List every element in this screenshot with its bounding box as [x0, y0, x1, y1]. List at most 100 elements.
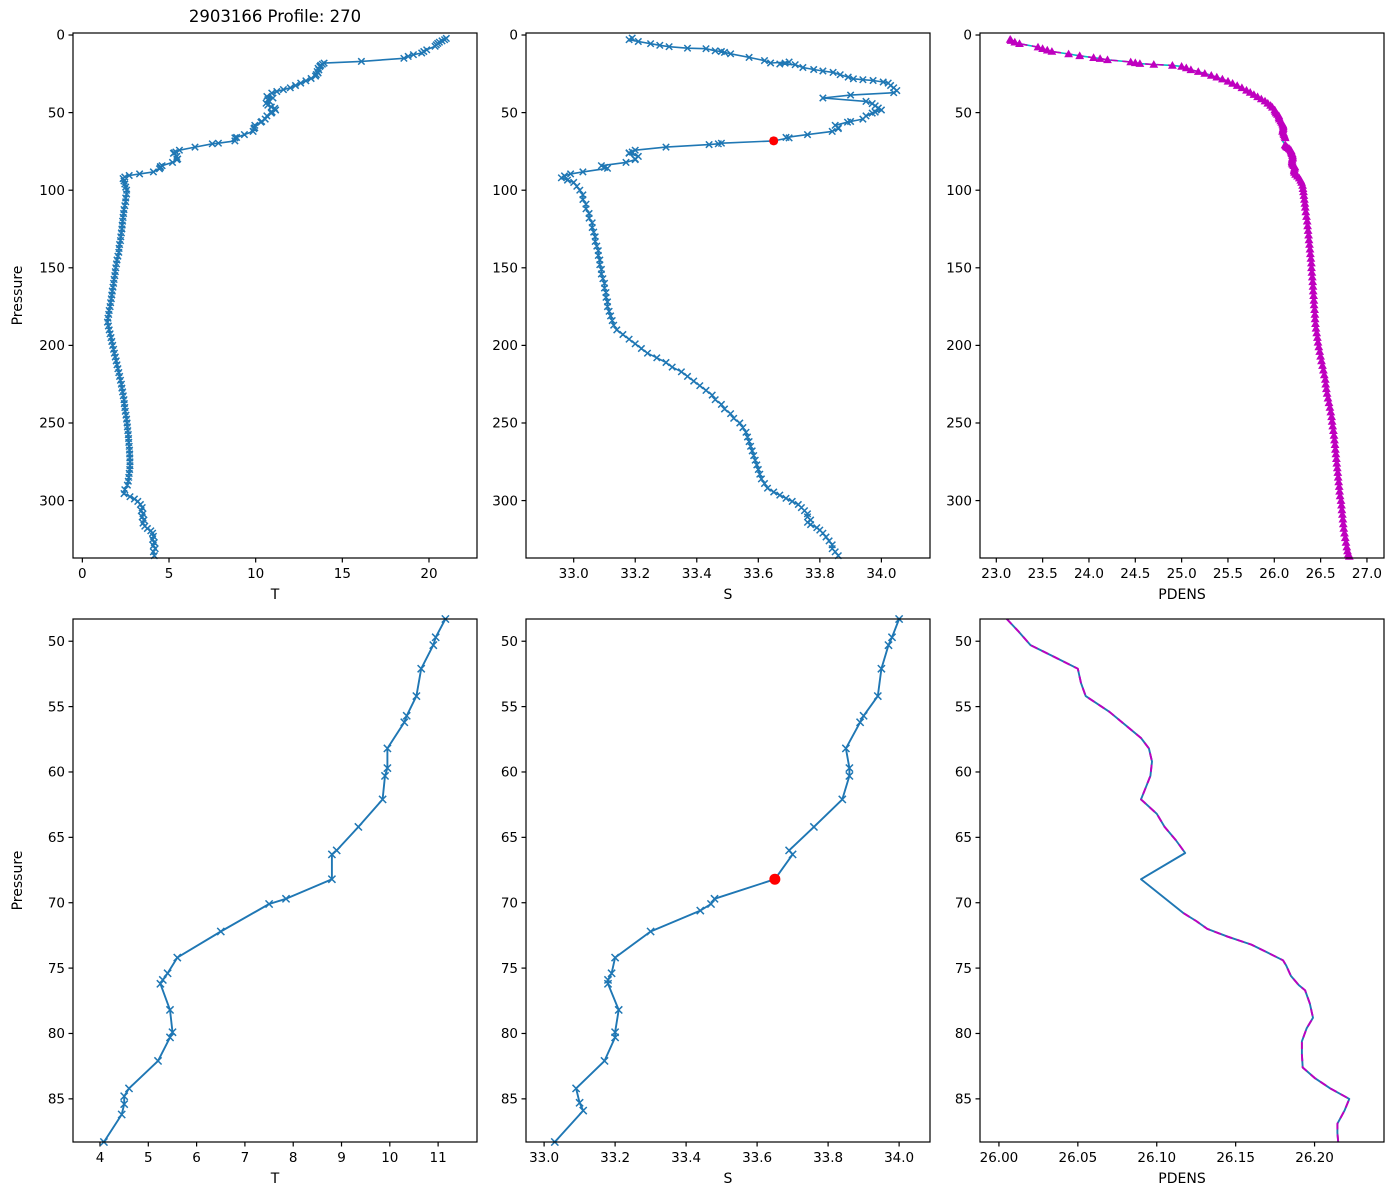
y-tick-label: 55 [955, 699, 972, 715]
y-tick-label: 100 [492, 183, 518, 199]
x-tick-label: 34.0 [866, 566, 896, 582]
x-tick-label: 27.0 [1352, 566, 1382, 582]
x-tick-label: 33.0 [559, 566, 589, 582]
x-tick-label: 26.00 [980, 1150, 1019, 1166]
subplot-salinity-full: 33.0 33.2 33.4 33.6 33.8 34.0 0 50 100 150 200 250 3… [492, 28, 931, 603]
figure-title: 2903166 Profile: 270 [188, 7, 362, 26]
y-tick-label: 65 [955, 830, 972, 846]
x-tick-label: 26.05 [1059, 1150, 1098, 1166]
temperature-profile-line [106, 37, 447, 556]
subplot-density-zoom: 26.00 26.05 26.10 26.15 26.20 50 55 60 65 70 75 80 8… [955, 618, 1385, 1187]
y-tick-label: 55 [48, 699, 65, 715]
subplot-temperature-zoom: 4 5 6 7 8 9 10 11 50 55 60 65 70 75 80 85 T Pressure [10, 614, 478, 1187]
y-tick-label: 50 [48, 105, 65, 121]
x-tick-label: 33.0 [529, 1150, 559, 1166]
x-tick-label: 5 [165, 566, 174, 582]
x-tick-label: 33.8 [805, 566, 835, 582]
x-tick-label: 10 [381, 1150, 398, 1166]
qc-flagged-point [769, 136, 779, 146]
salinity-profile-line [560, 37, 898, 557]
y-tick-label: 80 [955, 1026, 972, 1042]
x-tick-label: 7 [241, 1150, 250, 1166]
density-zoom-filtered-dashed-line [1006, 618, 1351, 1143]
y-tick-label: 150 [39, 260, 65, 276]
y-tick-label: 300 [39, 493, 65, 509]
y-tick-label: 85 [48, 1092, 65, 1108]
y-tick-label: 150 [492, 260, 518, 276]
axes-frame [525, 618, 931, 1143]
x-tick-label: 23.0 [981, 566, 1011, 582]
x-tick-label: 25.5 [1213, 566, 1243, 582]
x-tick-label: 24.0 [1074, 566, 1104, 582]
axes-frame [72, 618, 478, 1143]
density-filtered-dashed-line-triangle-markers [1005, 35, 1354, 560]
axes-frame [979, 32, 1385, 559]
x-axis-label: T [270, 587, 280, 603]
salinity-zoom-line-x-markers [550, 614, 904, 1147]
subplot-salinity-zoom: 33.0 33.2 33.4 33.6 33.8 34.0 50 55 60 65 70 75 80 85… [501, 614, 931, 1187]
y-tick-label: 80 [48, 1026, 65, 1042]
y-tick-label: 80 [501, 1026, 518, 1042]
x-tick-label: 23.5 [1028, 566, 1058, 582]
x-tick-label: 33.6 [742, 1150, 772, 1166]
x-tick-label: 5 [144, 1150, 153, 1166]
y-tick-label: 75 [501, 961, 518, 977]
y-tick-label: 250 [946, 416, 972, 432]
temperature-profile-line-x-markers [103, 34, 451, 560]
y-tick-label: 85 [501, 1092, 518, 1108]
x-axis-label: PDENS [1158, 1171, 1206, 1187]
y-tick-label: 50 [48, 634, 65, 650]
x-tick-label: 15 [334, 566, 351, 582]
x-tick-label: 33.2 [620, 566, 650, 582]
y-tick-label: 50 [501, 634, 518, 650]
y-tick-label: 60 [501, 765, 518, 781]
y-tick-label: 50 [501, 105, 518, 121]
y-tick-label: 300 [946, 493, 972, 509]
y-tick-label: 0 [509, 28, 518, 44]
x-tick-label: 26.5 [1306, 566, 1336, 582]
y-tick-label: 75 [48, 961, 65, 977]
x-tick-label: 26.0 [1259, 566, 1289, 582]
x-axis-label: S [724, 587, 733, 603]
y-tick-label: 85 [955, 1092, 972, 1108]
x-tick-label: 20 [420, 566, 437, 582]
x-tick-label: 34.0 [884, 1150, 914, 1166]
y-tick-label: 75 [955, 961, 972, 977]
axes-frame [72, 32, 478, 559]
y-tick-label: 0 [963, 28, 972, 44]
x-tick-label: 33.4 [682, 566, 712, 582]
x-tick-label: 33.4 [671, 1150, 701, 1166]
x-tick-label: 33.2 [600, 1150, 630, 1166]
x-tick-label: 10 [247, 566, 264, 582]
x-axis-label: PDENS [1158, 587, 1206, 603]
axes-frame [525, 32, 931, 559]
density-filtered-dashed-line [1009, 38, 1351, 557]
y-axis-label: Pressure [10, 851, 26, 911]
y-tick-label: 60 [48, 765, 65, 781]
x-tick-label: 9 [337, 1150, 346, 1166]
y-tick-label: 70 [48, 895, 65, 911]
subplot-density-full: 23.0 23.5 24.0 24.5 25.0 25.5 26.0 26.5 27.0 0 50 1… [946, 28, 1385, 603]
x-axis-label: S [724, 1171, 733, 1187]
y-tick-label: 0 [56, 28, 65, 44]
x-tick-label: 11 [430, 1150, 447, 1166]
y-tick-label: 200 [946, 338, 972, 354]
x-tick-label: 4 [96, 1150, 105, 1166]
x-tick-label: 6 [192, 1150, 201, 1166]
salinity-profile-line-x-markers [557, 34, 901, 560]
y-tick-label: 200 [39, 338, 65, 354]
y-tick-label: 60 [955, 765, 972, 781]
axes-frame [979, 618, 1385, 1143]
y-tick-label: 100 [39, 183, 65, 199]
y-tick-label: 250 [492, 416, 518, 432]
y-tick-label: 55 [501, 699, 518, 715]
x-tick-label: 26.15 [1216, 1150, 1255, 1166]
y-tick-label: 65 [48, 830, 65, 846]
y-tick-label: 50 [955, 634, 972, 650]
y-tick-label: 70 [955, 895, 972, 911]
x-tick-label: 33.6 [743, 566, 773, 582]
